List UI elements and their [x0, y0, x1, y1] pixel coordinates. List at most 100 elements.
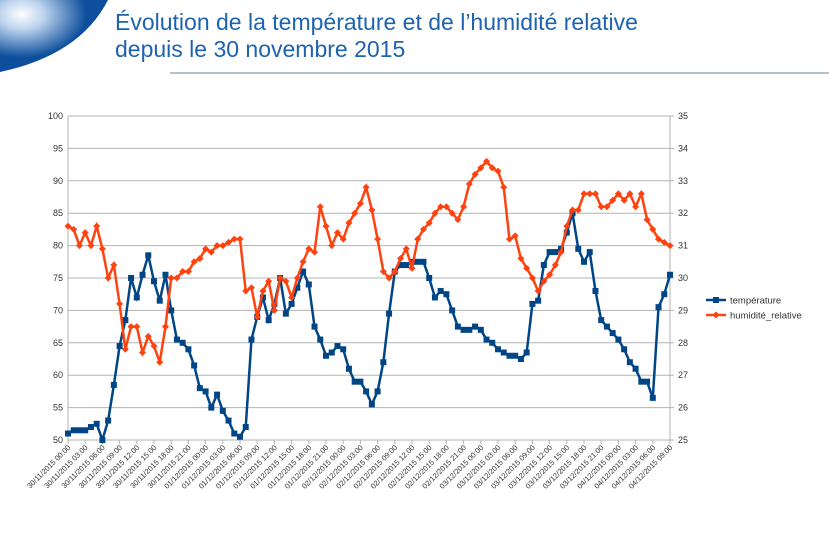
legend-marker — [712, 311, 720, 319]
data-point — [122, 317, 129, 324]
data-point — [219, 242, 227, 250]
data-point — [380, 359, 387, 366]
data-point — [488, 164, 496, 172]
data-point — [133, 323, 141, 331]
data-point — [317, 336, 324, 343]
data-point — [328, 349, 335, 356]
data-point — [202, 388, 209, 395]
data-point — [214, 391, 221, 398]
data-point — [368, 206, 376, 214]
data-point — [156, 358, 164, 366]
data-point — [419, 225, 427, 233]
data-point — [546, 249, 553, 256]
data-point — [620, 196, 628, 204]
y2-tick-label: 25 — [678, 435, 688, 445]
data-point — [357, 378, 364, 385]
data-point — [495, 346, 501, 353]
data-point — [655, 235, 663, 243]
data-point — [666, 242, 674, 250]
data-point — [270, 306, 278, 314]
chart: 50 55 60 65 70 75 80 85 90 95 100 25 26 27 28 29 30 31 32 3… — [25, 111, 802, 491]
data-point — [667, 271, 673, 278]
y-tick-label: 55 — [53, 403, 63, 413]
data-point — [104, 274, 112, 282]
data-point — [70, 427, 77, 434]
data-point — [460, 203, 468, 211]
data-point — [144, 332, 152, 340]
data-point — [305, 245, 313, 253]
data-point — [151, 278, 157, 285]
data-point — [333, 229, 341, 237]
data-point — [454, 323, 461, 330]
data-point — [528, 274, 536, 282]
slide-title: Évolution de la température et de l’humi… — [115, 9, 638, 35]
data-point — [414, 235, 422, 243]
data-point — [328, 242, 336, 250]
data-point — [574, 206, 582, 214]
data-point — [363, 388, 370, 395]
data-point — [614, 190, 622, 198]
data-point — [345, 219, 353, 227]
data-point — [649, 394, 656, 401]
y-tick-label: 90 — [53, 176, 63, 186]
data-point — [322, 222, 330, 230]
data-point — [517, 356, 524, 362]
y2-tick-label: 26 — [678, 403, 688, 413]
data-point — [511, 232, 519, 240]
data-point — [551, 261, 559, 269]
data-point — [563, 229, 570, 236]
data-point — [351, 378, 358, 385]
data-point — [340, 346, 347, 353]
y-tick-label: 100 — [48, 111, 63, 121]
data-point — [466, 326, 473, 333]
data-point — [471, 170, 479, 178]
data-point — [110, 381, 117, 388]
data-point — [87, 424, 94, 431]
data-point — [368, 401, 375, 408]
data-point — [64, 222, 72, 230]
data-point — [609, 330, 616, 337]
data-point — [535, 297, 542, 304]
data-point — [523, 349, 530, 356]
data-point — [179, 339, 186, 346]
data-point — [483, 157, 491, 165]
y-tick-label: 85 — [53, 208, 63, 218]
data-point — [569, 206, 577, 214]
data-point — [379, 268, 387, 276]
data-point — [546, 271, 554, 279]
data-point — [523, 264, 531, 272]
data-point — [644, 378, 651, 385]
data-point — [637, 190, 645, 198]
y2-tick-label: 31 — [678, 241, 688, 251]
y2-tick-label: 28 — [678, 338, 688, 348]
data-point — [592, 287, 599, 294]
data-point — [397, 255, 405, 263]
data-point — [425, 219, 433, 227]
data-point — [621, 346, 628, 353]
data-point — [305, 281, 312, 288]
y-tick-label: 50 — [53, 435, 63, 445]
data-point — [517, 255, 525, 263]
data-point — [512, 352, 519, 359]
data-point — [534, 287, 542, 295]
data-point — [397, 262, 404, 269]
data-point — [311, 323, 318, 330]
data-point — [655, 304, 662, 311]
data-point — [489, 339, 496, 346]
data-point — [500, 183, 508, 191]
data-point — [334, 343, 341, 350]
data-point — [150, 342, 158, 350]
data-point — [110, 261, 118, 269]
data-point — [98, 245, 106, 253]
data-point — [598, 317, 605, 324]
y2-tick-label: 29 — [678, 305, 688, 315]
data-point — [529, 300, 536, 307]
data-point — [477, 164, 485, 172]
data-point — [615, 336, 622, 343]
data-point — [483, 336, 490, 343]
data-point — [409, 258, 415, 265]
y2-tick-label: 32 — [678, 208, 688, 218]
data-point — [609, 196, 617, 204]
data-point — [282, 310, 289, 317]
y-tick-label: 65 — [53, 338, 63, 348]
